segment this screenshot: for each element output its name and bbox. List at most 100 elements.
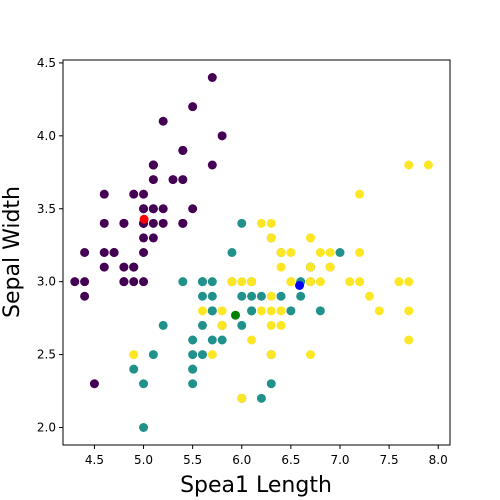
scatter-point xyxy=(276,248,286,257)
scatter-point xyxy=(306,277,316,287)
scatter-point xyxy=(158,218,168,228)
scatter-point xyxy=(207,350,217,360)
scatter-point xyxy=(394,277,404,287)
scatter-point xyxy=(335,248,345,257)
scatter-point xyxy=(178,145,188,155)
scatter-point xyxy=(188,335,198,345)
scatter-point xyxy=(276,306,286,316)
y-tick-label: 2.0 xyxy=(37,421,56,435)
scatter-point xyxy=(266,306,276,316)
scatter-point xyxy=(256,393,266,403)
scatter-point xyxy=(148,218,158,228)
scatter-point xyxy=(286,248,296,257)
scatter-point xyxy=(158,116,168,126)
scatter-point xyxy=(217,320,227,330)
scatter-point xyxy=(237,393,247,403)
scatter-point xyxy=(295,280,305,290)
y-tick-label: 3.5 xyxy=(37,202,56,216)
scatter-point xyxy=(168,175,178,185)
y-tick-label: 3.0 xyxy=(37,275,56,289)
scatter-point xyxy=(119,262,129,272)
scatter-point xyxy=(188,350,198,360)
scatter-point xyxy=(306,233,316,243)
scatter-point xyxy=(148,175,158,185)
y-tick-label: 4.5 xyxy=(37,56,56,70)
scatter-point xyxy=(325,262,335,272)
scatter-point xyxy=(286,306,296,316)
x-tick-label: 8.0 xyxy=(429,453,448,467)
scatter-point xyxy=(80,277,90,287)
scatter-point xyxy=(139,423,149,432)
scatter-point xyxy=(207,335,217,345)
scatter-point xyxy=(148,350,158,360)
scatter-point xyxy=(345,277,355,287)
scatter-point xyxy=(99,262,109,272)
scatter-point xyxy=(197,306,207,316)
scatter-point xyxy=(139,189,149,199)
y-axis-label: Sepal Width xyxy=(0,186,25,318)
scatter-point xyxy=(306,350,316,360)
scatter-point xyxy=(315,248,325,257)
plot-frame xyxy=(62,59,451,446)
scatter-point xyxy=(247,291,257,301)
scatter-point xyxy=(70,277,80,287)
x-tick-label: 7.0 xyxy=(330,453,349,467)
scatter-point xyxy=(237,277,247,287)
x-tick-label: 6.5 xyxy=(281,453,300,467)
scatter-point xyxy=(188,364,198,374)
y-axis: 2.0 2.5 3.0 3.5 4.0 4.5 xyxy=(37,56,63,435)
x-tick-label: 5.5 xyxy=(183,453,202,467)
y-tick-label: 2.5 xyxy=(37,348,56,362)
scatter-point xyxy=(129,189,139,199)
points-layer xyxy=(70,73,433,432)
scatter-point xyxy=(139,277,149,287)
scatter-point xyxy=(247,277,257,287)
scatter-point xyxy=(286,277,296,287)
scatter-point xyxy=(315,306,325,316)
scatter-point xyxy=(276,262,286,272)
scatter-point xyxy=(266,291,276,301)
x-tick-label: 5.0 xyxy=(134,453,153,467)
scatter-point xyxy=(148,160,158,170)
scatter-point xyxy=(109,248,119,257)
x-tick-label: 4.5 xyxy=(85,453,104,467)
scatter-point xyxy=(276,320,286,330)
scatter-point xyxy=(178,277,188,287)
scatter-point xyxy=(256,306,266,316)
scatter-point xyxy=(207,277,217,287)
scatter-point xyxy=(89,379,99,389)
scatter-point xyxy=(355,277,365,287)
scatter-point xyxy=(139,214,149,224)
scatter-point xyxy=(158,320,168,330)
scatter-point xyxy=(197,277,207,287)
scatter-point xyxy=(217,306,227,316)
scatter-point xyxy=(119,277,129,287)
scatter-point xyxy=(237,218,247,228)
scatter-point xyxy=(266,320,276,330)
scatter-point xyxy=(404,160,414,170)
scatter-point xyxy=(99,218,109,228)
scatter-point xyxy=(315,277,325,287)
scatter-point xyxy=(266,350,276,360)
scatter-point xyxy=(148,233,158,243)
scatter-point xyxy=(129,364,139,374)
scatter-point xyxy=(148,204,158,214)
scatter-point xyxy=(207,306,217,316)
scatter-point xyxy=(355,248,365,257)
scatter-point xyxy=(325,248,335,257)
x-tick-label: 6.0 xyxy=(232,453,251,467)
scatter-point xyxy=(129,350,139,360)
scatter-point xyxy=(80,248,90,257)
scatter-point xyxy=(197,350,207,360)
scatter-point xyxy=(306,262,316,272)
scatter-point xyxy=(404,277,414,287)
scatter-point xyxy=(230,310,240,320)
scatter-point xyxy=(188,102,198,112)
scatter-point xyxy=(129,262,139,272)
scatter-point xyxy=(237,320,247,330)
scatter-point xyxy=(129,277,139,287)
scatter-point xyxy=(119,218,129,228)
scatter-point xyxy=(266,233,276,243)
scatter-point xyxy=(139,204,149,214)
